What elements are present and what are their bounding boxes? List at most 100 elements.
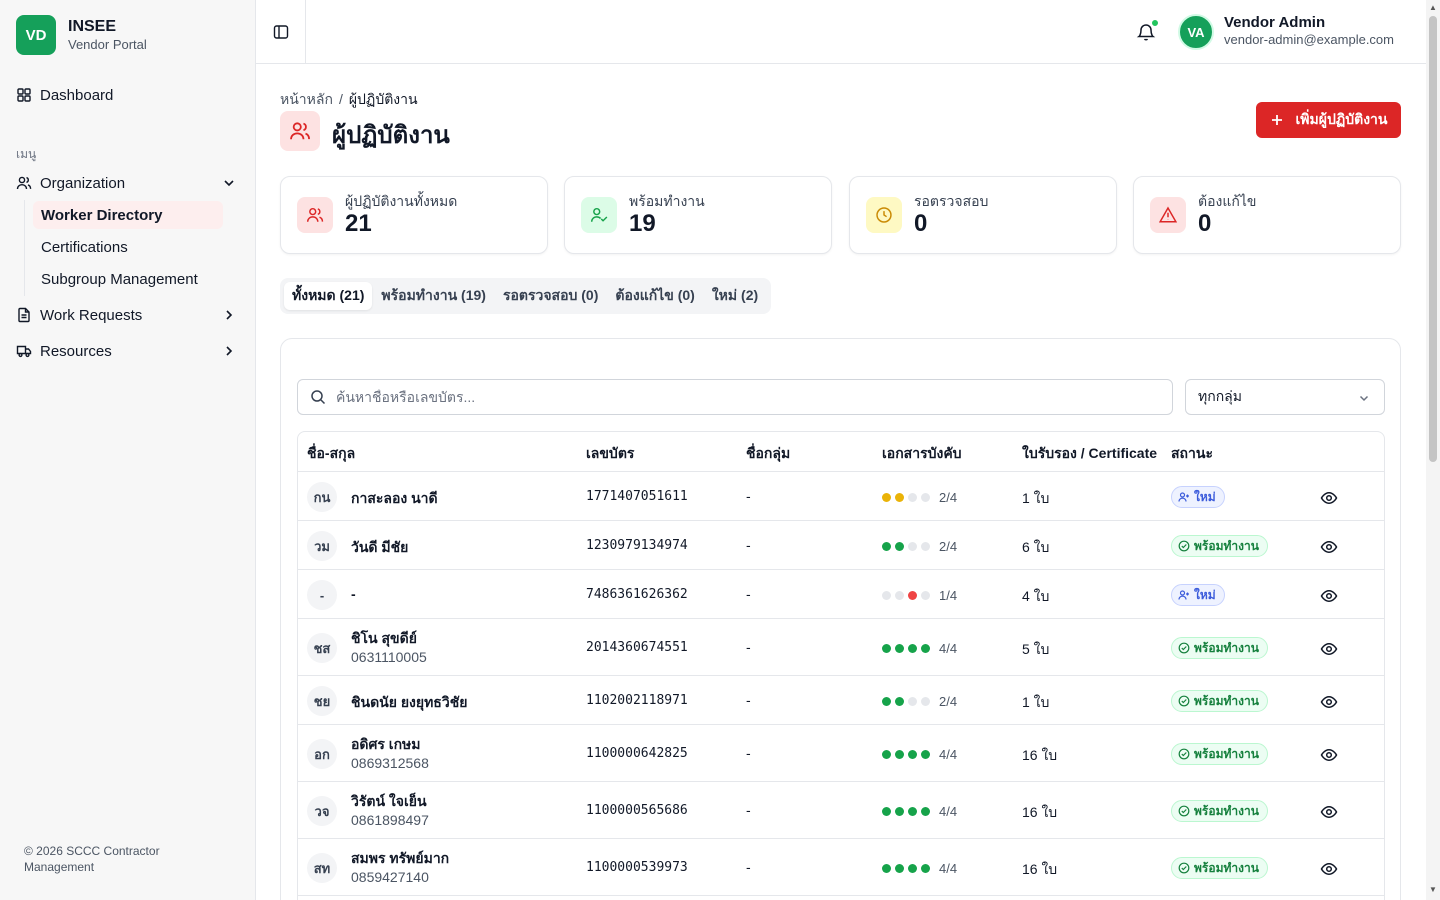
certificate-count: 5 ใบ [1022,641,1050,657]
status-label: พร้อมทำงาน [1194,803,1259,818]
sidebar-item-label: Dashboard [40,86,114,104]
view-details-button[interactable] [1320,693,1338,711]
page-scrollbar[interactable]: ▲ ▼ [1426,0,1440,900]
document-dot [882,542,891,551]
avatar[interactable]: VA [1178,14,1214,50]
document-dot [895,644,904,653]
document-dot [908,807,917,816]
subtree-line [24,200,25,296]
view-details-button[interactable] [1320,489,1338,507]
table-row[interactable]: - -7486361626362-1/4 4 ใบ ใหม่ [298,570,1384,619]
check-circle-icon [1178,695,1190,707]
worker-name: ชินดนัย ยงยุทธวิชัย [351,694,468,710]
breadcrumb-home[interactable]: หน้าหลัก [280,91,333,107]
tab-new[interactable]: ใหม่ (2) [711,287,759,303]
worker-name: ชิโน สุขดีย์ [351,630,417,646]
avatar: วจ [307,796,337,826]
column-header-id[interactable]: เลขบัตร [586,445,635,461]
document-dot [895,542,904,551]
status-badge: พร้อมทำงาน [1171,857,1268,879]
table-row[interactable]: ชย ชินดนัย ยงยุทธวิชัย 1102002118971 - 2/4 1 … [298,676,1384,725]
user-name: Vendor Admin [1224,14,1326,31]
tab-pending[interactable]: รอตรวจสอบ (0) [502,287,599,303]
view-details-button[interactable] [1320,803,1338,821]
view-details-button[interactable] [1320,587,1338,605]
worker-group: - [746,802,751,818]
status-label: พร้อมทำงาน [1194,746,1259,761]
column-header-status[interactable]: สถานะ [1171,445,1213,461]
brand[interactable]: VD INSEE Vendor Portal [16,15,147,55]
search-box[interactable] [297,379,1173,415]
sidebar-item-resources[interactable]: Resources [8,335,248,367]
column-header-name[interactable]: ชื่อ-สกุล [307,445,356,461]
eye-icon [1320,590,1338,602]
view-details-button[interactable] [1320,538,1338,556]
user-check-icon [581,197,617,233]
bell-icon[interactable] [1136,22,1156,42]
table-row[interactable]: กน กาสะลอง นาดี 1771407051611 - 2/4 1 ใบ ใหม่ [298,472,1384,521]
worker-id-number: 1100000565686 [586,803,688,818]
notification-dot [1151,19,1159,27]
view-details-button[interactable] [1320,860,1338,878]
sidebar-footer: © 2026 SCCC Contractor Management [24,844,160,874]
status-tabs: ทั้งหมด (21) พร้อมทำงาน (19) รอตรวจสอบ (… [280,278,772,314]
document-count: 1/4 [939,588,958,603]
status-label: พร้อมทำงาน [1194,538,1259,553]
table-row[interactable]: วจ วิรัตน์ ใจเย็น 0861898497 1100000565686 -… [298,782,1384,839]
sidebar-item-dashboard[interactable]: Dashboard [8,79,248,111]
column-header-documents[interactable]: เอกสารบังคับ [882,445,962,461]
document-dot [921,697,930,706]
table-row[interactable]: สท สมพร ทรัพย์มาก 0859427140 1100000539973 -… [298,839,1384,896]
sidebar-item-work-requests[interactable]: Work Requests [8,299,248,331]
sidebar-item-certifications[interactable]: Certifications [33,233,223,261]
eye-icon [1320,863,1338,875]
stat-value: 0 [914,210,928,237]
certificate-count: 4 ใบ [1022,588,1050,604]
document-dot [882,864,891,873]
sidebar-item-worker-directory[interactable]: Worker Directory [33,201,223,229]
column-header-certificates[interactable]: ใบรับรอง / Certificate [1022,445,1158,461]
scroll-up-arrow[interactable]: ▲ [1429,3,1437,12]
sidebar-item-organization[interactable]: Organization [8,167,248,199]
table-row[interactable]: วม วันดี มีชัย 1230979134974 - 2/4 6 ใบ พร้อมท… [298,521,1384,570]
check-circle-icon [1178,862,1190,874]
tab-needs-fix[interactable]: ต้องแก้ไข (0) [615,287,695,303]
document-progress: 4/4 [882,804,957,819]
view-details-button[interactable] [1320,746,1338,764]
status-badge: พร้อมทำงาน [1171,800,1268,822]
search-input[interactable] [336,389,1136,405]
group-filter-select[interactable]: ทุกกลุ่ม [1185,379,1385,415]
tab-all[interactable]: ทั้งหมด (21) [284,282,373,310]
status-badge: พร้อมทำงาน [1171,637,1268,659]
tab-ready[interactable]: พร้อมทำงาน (19) [381,287,486,303]
brand-subtitle: Vendor Portal [68,37,147,52]
avatar: วม [307,531,337,561]
document-dot [908,542,917,551]
plus-icon [1271,115,1282,125]
avatar: - [307,580,337,610]
user-email: vendor-admin@example.com [1224,32,1394,47]
table-row[interactable]: อก อดิศร เกษม 0869312568 1100000642825 - 4/4 1… [298,725,1384,782]
document-count: 2/4 [939,490,958,505]
layout-grid-icon [16,87,32,103]
scroll-thumb[interactable] [1429,16,1437,462]
document-count: 4/4 [939,861,958,876]
eye-icon [1320,643,1338,655]
sidebar-item-subgroup-management[interactable]: Subgroup Management [33,265,223,293]
worker-phone: 0631110005 [351,649,427,665]
document-dot [908,644,917,653]
document-dot [895,697,904,706]
table-row[interactable]: ชส ชิโน สุขดีย์ 0631110005 2014360674551 - 4/… [298,619,1384,676]
sidebar-toggle-button[interactable] [256,0,306,64]
avatar: ชส [307,633,337,663]
add-worker-button[interactable]: เพิ่มผู้ปฏิบัติงาน [1256,102,1401,138]
eye-icon [1320,806,1338,818]
stat-value: 21 [345,210,372,237]
view-details-button[interactable] [1320,640,1338,658]
worker-phone: 0859427140 [351,869,429,885]
chevron-right-icon [226,346,233,356]
check-circle-icon [1178,540,1190,552]
column-header-group[interactable]: ชื่อกลุ่ม [746,445,791,461]
scroll-down-arrow[interactable]: ▼ [1429,885,1437,894]
breadcrumb-separator: / [338,91,343,107]
